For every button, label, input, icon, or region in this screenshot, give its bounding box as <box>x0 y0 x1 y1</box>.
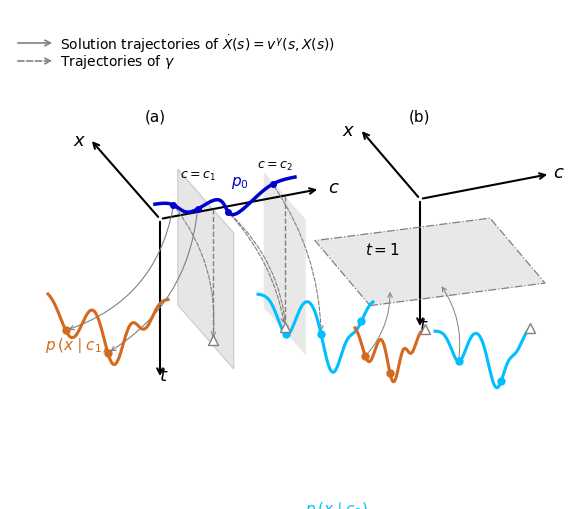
Text: (b): (b) <box>409 110 431 125</box>
Text: (a): (a) <box>144 110 165 125</box>
Text: $t$: $t$ <box>419 317 429 334</box>
Text: $c$: $c$ <box>553 164 565 182</box>
Text: $x$: $x$ <box>342 122 355 140</box>
Polygon shape <box>178 170 234 370</box>
Text: Solution trajectories of $\dot{X}(s) = v^{\gamma}(s, X(s))$: Solution trajectories of $\dot{X}(s) = v… <box>60 33 335 55</box>
Text: $t=1$: $t=1$ <box>365 242 400 258</box>
Text: $t$: $t$ <box>159 366 169 384</box>
Text: $c$: $c$ <box>328 179 340 196</box>
Text: $c=c_2$: $c=c_2$ <box>257 160 292 173</box>
Text: $p\,(x\mid c_1)$: $p\,(x\mid c_1)$ <box>45 335 108 354</box>
Polygon shape <box>315 219 545 306</box>
Text: $p\,(x\mid c_2)$: $p\,(x\mid c_2)$ <box>305 499 368 509</box>
Polygon shape <box>264 172 306 356</box>
Text: Trajectories of $\gamma$: Trajectories of $\gamma$ <box>60 53 175 71</box>
Text: $c=c_1$: $c=c_1$ <box>180 169 215 183</box>
Text: $p_0$: $p_0$ <box>231 175 249 191</box>
Text: $x$: $x$ <box>73 132 86 150</box>
